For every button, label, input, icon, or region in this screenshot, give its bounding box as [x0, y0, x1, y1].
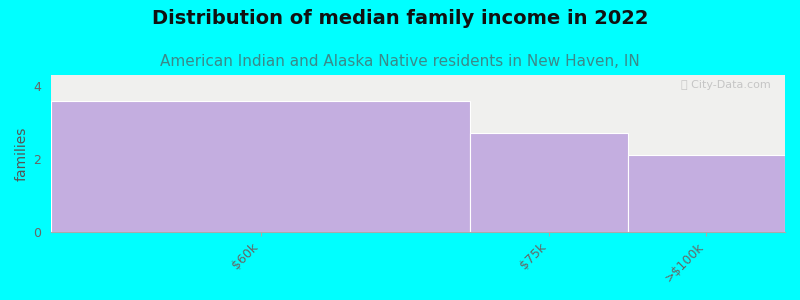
Y-axis label: families: families: [15, 126, 29, 181]
Bar: [51, 100, 470, 232]
Text: ⓘ City-Data.com: ⓘ City-Data.com: [681, 80, 770, 90]
Text: American Indian and Alaska Native residents in New Haven, IN: American Indian and Alaska Native reside…: [160, 54, 640, 69]
Bar: [470, 133, 628, 232]
Text: Distribution of median family income in 2022: Distribution of median family income in …: [152, 9, 648, 28]
Bar: [628, 155, 785, 232]
